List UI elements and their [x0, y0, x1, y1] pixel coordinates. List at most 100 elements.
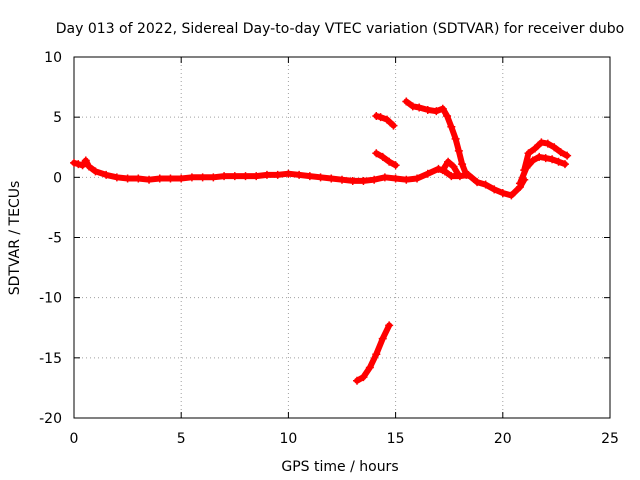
data-point — [490, 185, 499, 194]
data-point — [177, 174, 186, 183]
y-axis-label: SDTVAR / TECUs — [7, 181, 23, 296]
data-point — [443, 111, 452, 120]
data-point — [458, 160, 467, 169]
y-tick-label: -15 — [39, 351, 62, 367]
data-point — [560, 160, 569, 169]
data-point — [535, 152, 544, 161]
data-point — [78, 161, 87, 170]
data-point — [230, 172, 239, 181]
data-point — [365, 363, 374, 372]
data-point — [198, 173, 207, 182]
x-tick-label: 20 — [494, 431, 512, 447]
data-point — [524, 149, 533, 158]
data-point — [423, 105, 432, 114]
data-point — [556, 148, 565, 157]
data-point — [515, 179, 524, 188]
x-tick-label: 15 — [387, 431, 405, 447]
data-point — [432, 107, 441, 116]
y-tick-label: -10 — [39, 291, 62, 307]
data-point — [316, 173, 325, 182]
y-tick-label: -5 — [48, 231, 62, 247]
x-axis-label: GPS time / hours — [281, 459, 398, 475]
data-point — [385, 157, 394, 166]
data-point — [507, 191, 516, 200]
data-point — [554, 157, 563, 166]
series-line-segment-5 — [439, 158, 461, 177]
data-point — [145, 175, 154, 184]
grid — [74, 57, 610, 418]
data-point — [447, 122, 456, 131]
data-point — [451, 134, 460, 143]
data-point — [338, 175, 346, 184]
data-point — [295, 170, 304, 179]
data-point — [123, 174, 132, 183]
data-point — [359, 373, 368, 382]
data-point — [391, 161, 400, 170]
data-point — [454, 146, 463, 155]
data-point — [522, 163, 531, 172]
y-tick-label: 0 — [53, 170, 62, 186]
data-point — [402, 175, 411, 184]
data-point — [372, 350, 381, 359]
series-line-segment-6 — [354, 322, 393, 384]
data-point — [543, 139, 552, 148]
data-point — [498, 188, 507, 197]
x-tick-label: 10 — [279, 431, 297, 447]
data-point — [383, 115, 392, 124]
data-point — [530, 144, 539, 153]
data-point — [528, 156, 537, 165]
data-point — [327, 174, 336, 183]
data-point — [541, 154, 550, 163]
data-point — [187, 173, 196, 182]
data-point — [284, 169, 293, 178]
y-tick-label: 5 — [53, 110, 62, 126]
data-point — [70, 158, 78, 167]
data-point — [462, 170, 471, 179]
data-point — [102, 170, 111, 179]
data-point — [85, 162, 94, 171]
data-point — [372, 111, 381, 120]
data-point — [438, 166, 447, 175]
axis-ticks: 0 5 10 15 20 25 -20 -15 -10 -5 0 5 10 — [39, 50, 619, 447]
data-point — [134, 174, 143, 183]
x-tick-label: 0 — [70, 431, 79, 447]
x-tick-label: 5 — [177, 431, 186, 447]
data-point — [444, 157, 453, 166]
data-point — [241, 172, 250, 181]
data-point — [402, 97, 411, 106]
data-point — [438, 104, 447, 113]
data-point — [563, 151, 572, 160]
x-tick-label: 25 — [601, 431, 619, 447]
data-point — [353, 376, 362, 385]
data-point — [155, 174, 164, 183]
data-point — [378, 152, 387, 161]
data-point — [252, 172, 261, 181]
data-point — [91, 167, 100, 176]
data-point — [481, 180, 490, 189]
data-point — [305, 172, 314, 181]
data-point — [376, 113, 385, 122]
data-point — [408, 102, 417, 111]
data-point — [389, 121, 398, 130]
data-series — [70, 97, 572, 385]
data-point — [74, 160, 83, 169]
data-point — [262, 170, 271, 179]
data-point — [81, 156, 90, 165]
data-point — [370, 175, 379, 184]
data-point — [166, 174, 175, 183]
y-tick-label: -20 — [39, 411, 62, 427]
y-tick-label: 10 — [44, 50, 62, 66]
data-point — [220, 172, 229, 181]
data-point — [447, 172, 456, 181]
data-point — [449, 162, 458, 171]
data-point — [415, 103, 424, 112]
data-point — [378, 334, 387, 343]
data-point — [548, 155, 557, 164]
data-point — [413, 174, 422, 183]
data-point — [550, 143, 559, 152]
data-point — [273, 170, 282, 179]
data-point — [453, 169, 462, 178]
series-line-segment-2 — [373, 150, 399, 169]
data-point — [380, 173, 389, 182]
